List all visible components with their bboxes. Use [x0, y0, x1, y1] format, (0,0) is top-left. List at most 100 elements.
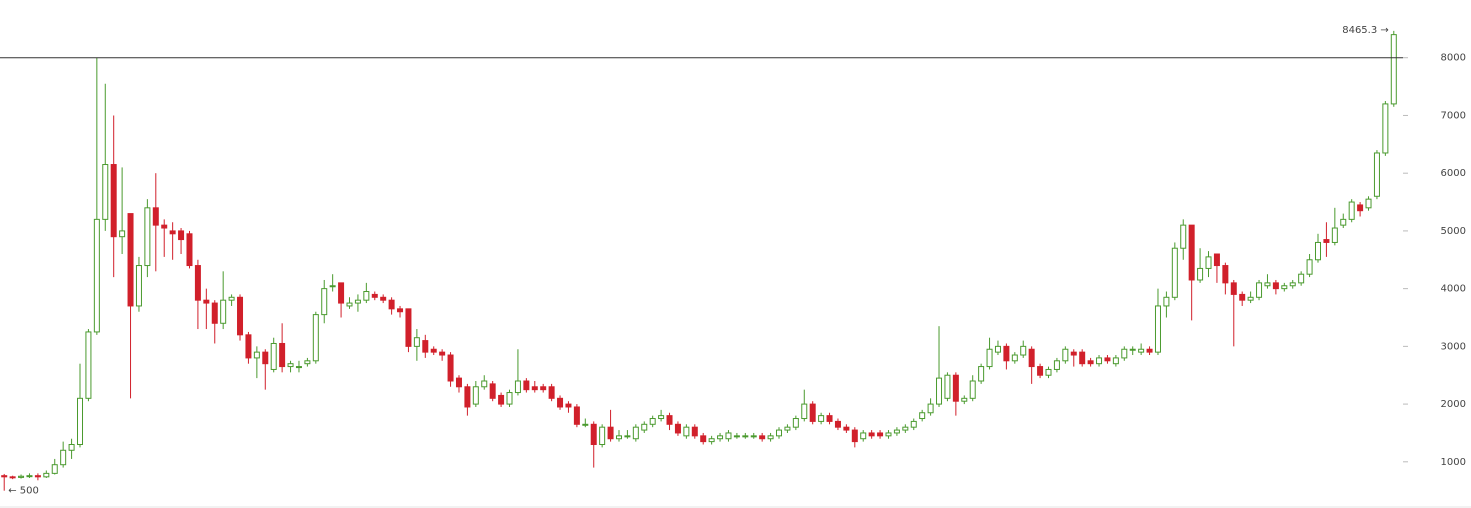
candle-body: [1314, 241, 1321, 261]
candle-body: [1340, 218, 1347, 226]
candle-body: [1028, 348, 1035, 368]
candle-body: [203, 299, 210, 304]
candle-body: [338, 282, 345, 304]
candle-body: [540, 386, 547, 391]
candle-body: [565, 403, 572, 408]
candle-body: [119, 230, 126, 238]
candle-body: [9, 476, 16, 479]
candle-body: [615, 435, 622, 440]
y-tick-label: 1000: [1441, 457, 1466, 468]
candle-body: [1256, 282, 1263, 298]
candle-body: [1011, 354, 1018, 362]
y-tick-label: 5000: [1441, 226, 1466, 237]
candle-body: [759, 435, 766, 440]
candle-body: [1188, 224, 1195, 281]
candle-body: [1357, 204, 1364, 212]
candle-body: [1079, 351, 1086, 365]
candle-body: [186, 233, 193, 267]
candle-body: [237, 296, 244, 336]
candle-body: [194, 265, 201, 301]
candle-body: [717, 435, 724, 440]
candle-body: [666, 415, 673, 425]
y-tick-label: 3000: [1441, 341, 1466, 352]
candle-body: [270, 342, 277, 370]
candle-body: [952, 374, 959, 402]
candle-body: [312, 314, 319, 362]
y-tick-label: 2000: [1441, 399, 1466, 410]
candle-body: [649, 418, 656, 425]
candle-body: [902, 426, 909, 431]
candle-body: [1138, 348, 1145, 353]
candle-body: [910, 420, 917, 428]
candle-body: [885, 432, 892, 437]
candle-body: [708, 438, 715, 443]
candle-body: [1348, 201, 1355, 220]
candle-body: [742, 435, 749, 438]
candle-body: [1112, 357, 1119, 365]
candle-body: [329, 285, 336, 288]
candle-body: [354, 299, 361, 304]
candle-body: [1037, 366, 1044, 376]
y-tick-label: 4000: [1441, 284, 1466, 295]
candle-body: [1121, 348, 1128, 359]
candle-body: [110, 164, 117, 238]
candle-body: [1382, 103, 1389, 154]
candle-body: [1, 475, 8, 478]
candle-body: [1281, 285, 1288, 290]
candle-body: [792, 418, 799, 428]
candle-body: [607, 426, 614, 440]
candle-body: [1306, 259, 1313, 275]
candle-body: [767, 435, 774, 440]
candle-body: [346, 302, 353, 307]
candle-body: [1053, 360, 1060, 370]
candle-body: [683, 426, 690, 437]
candle-body: [68, 444, 75, 451]
candle-body: [287, 363, 294, 368]
candle-body: [405, 308, 412, 347]
candle-body: [1180, 224, 1187, 249]
candle-body: [321, 288, 328, 316]
candle-body: [986, 348, 993, 368]
candle-body: [1087, 360, 1094, 365]
candle-body: [472, 386, 479, 405]
candle-body: [868, 432, 875, 437]
candle-body: [1213, 253, 1220, 267]
candle-body: [397, 308, 404, 313]
candle-body: [1264, 282, 1271, 287]
candle-body: [818, 415, 825, 422]
candle-body: [363, 291, 370, 301]
candle-body: [295, 366, 302, 369]
candle-body: [1239, 293, 1246, 301]
candle-body: [969, 380, 976, 399]
candle-body: [1365, 198, 1372, 209]
min-annotation: ← 500: [8, 486, 39, 497]
candle-body: [262, 351, 269, 365]
candle-body: [1272, 282, 1279, 290]
candle-body: [582, 423, 589, 426]
candle-body: [1104, 357, 1111, 362]
candle-body: [77, 397, 84, 445]
candle-body: [801, 403, 808, 420]
candle-body: [93, 218, 100, 333]
candle-body: [1154, 305, 1161, 353]
candle-body: [994, 345, 1001, 353]
candle-body: [464, 386, 471, 408]
candle-body: [1020, 345, 1027, 356]
candle-body: [919, 412, 926, 420]
candle-body: [1230, 282, 1237, 295]
candle-body: [1062, 348, 1069, 362]
max-annotation: 8465.3 →: [1342, 25, 1389, 36]
candle-body: [34, 475, 41, 478]
candle-body: [51, 464, 58, 474]
candle-body: [279, 342, 286, 368]
candle-body: [1205, 256, 1212, 269]
candle-body: [531, 386, 538, 391]
candle-body: [60, 449, 67, 466]
candle-body: [590, 423, 597, 445]
candle-body: [860, 432, 867, 440]
candle-body: [447, 354, 454, 382]
candle-body: [826, 415, 833, 422]
candle-body: [422, 340, 429, 353]
